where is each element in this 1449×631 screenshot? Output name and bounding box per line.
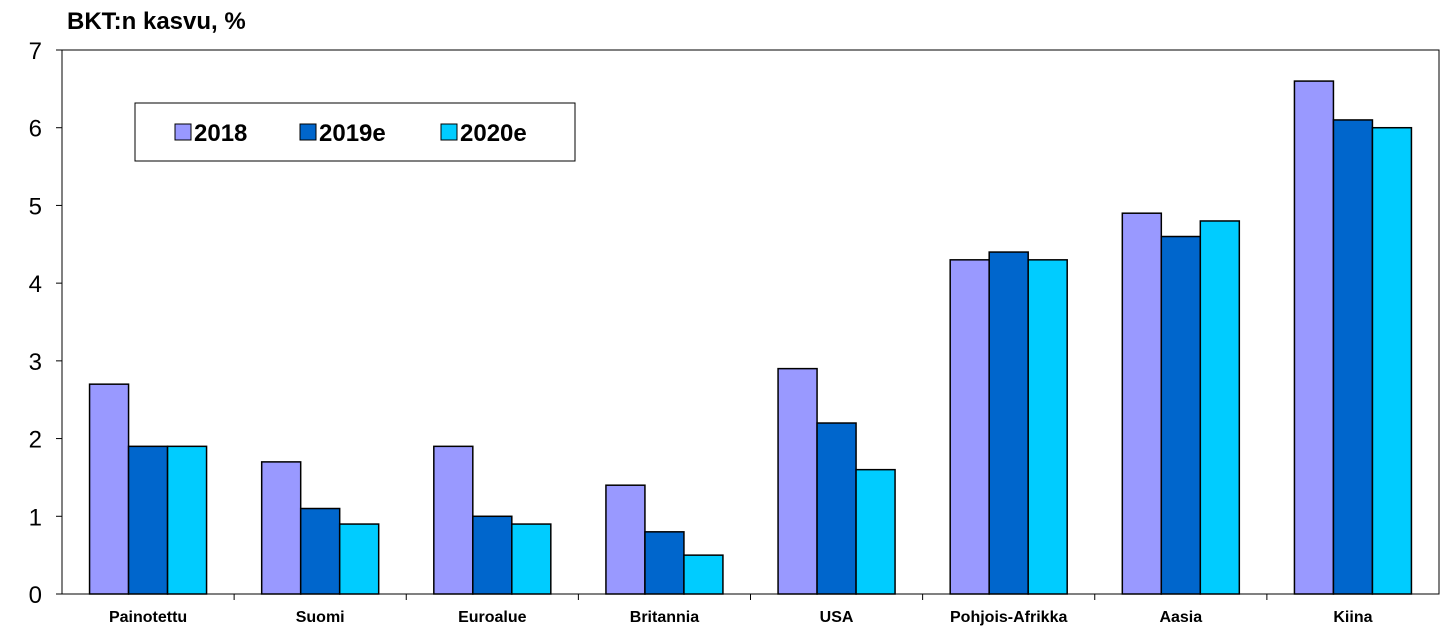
bar	[605, 484, 646, 595]
bar	[777, 367, 818, 595]
bar	[855, 468, 896, 595]
x-tick-label: Kiina	[1333, 609, 1372, 626]
bar	[1199, 220, 1241, 595]
bar	[1027, 259, 1068, 595]
y-tick-label: 5	[29, 193, 42, 220]
x-tick-label: Pohjois-Afrikka	[950, 609, 1067, 626]
y-tick-label: 3	[29, 349, 42, 376]
x-tick-label: Euroalue	[458, 609, 527, 626]
bars	[88, 80, 1413, 595]
y-tick-label: 0	[29, 582, 42, 609]
x-axis: Painotettu Suomi Euroalue Britannia USA Pohjo…	[109, 594, 1373, 626]
bar	[644, 531, 685, 595]
bar	[1371, 126, 1413, 595]
x-tick-label: USA	[820, 609, 854, 626]
chart-title: BKT:n kasvu, %	[67, 8, 246, 35]
bar	[1332, 119, 1374, 595]
bar	[988, 251, 1029, 595]
legend: 2018 2019e 2020e	[134, 102, 576, 162]
legend-box	[134, 102, 576, 162]
bar	[299, 507, 341, 595]
bar	[816, 422, 857, 595]
legend-swatch	[299, 123, 317, 141]
y-axis: 0 1 2 3 4 5 6 7	[29, 38, 62, 609]
x-tick-label: Painotettu	[109, 609, 187, 626]
bar	[260, 461, 302, 595]
legend-swatch	[174, 123, 192, 141]
bar	[949, 259, 990, 595]
bar	[1160, 235, 1202, 595]
bar	[433, 445, 474, 595]
y-tick-label: 2	[29, 427, 42, 454]
bar	[166, 445, 208, 595]
bar	[88, 383, 130, 595]
x-tick-label: Britannia	[630, 609, 699, 626]
y-tick-label: 1	[29, 504, 42, 531]
bar	[683, 554, 724, 595]
y-tick-label: 7	[29, 38, 42, 65]
legend-swatch	[440, 123, 458, 141]
y-tick-label: 6	[29, 116, 42, 143]
bar	[472, 515, 513, 595]
x-tick-label: Aasia	[1159, 609, 1202, 626]
legend-label: 2019e	[319, 120, 386, 147]
legend-label: 2020e	[460, 120, 527, 147]
bar	[1121, 212, 1163, 595]
bar	[127, 445, 169, 595]
legend-label: 2018	[194, 120, 247, 147]
y-tick-label: 4	[29, 271, 42, 298]
bar	[1293, 80, 1335, 595]
x-tick-label: Suomi	[296, 609, 345, 626]
bar	[338, 523, 380, 595]
bar	[511, 523, 552, 595]
